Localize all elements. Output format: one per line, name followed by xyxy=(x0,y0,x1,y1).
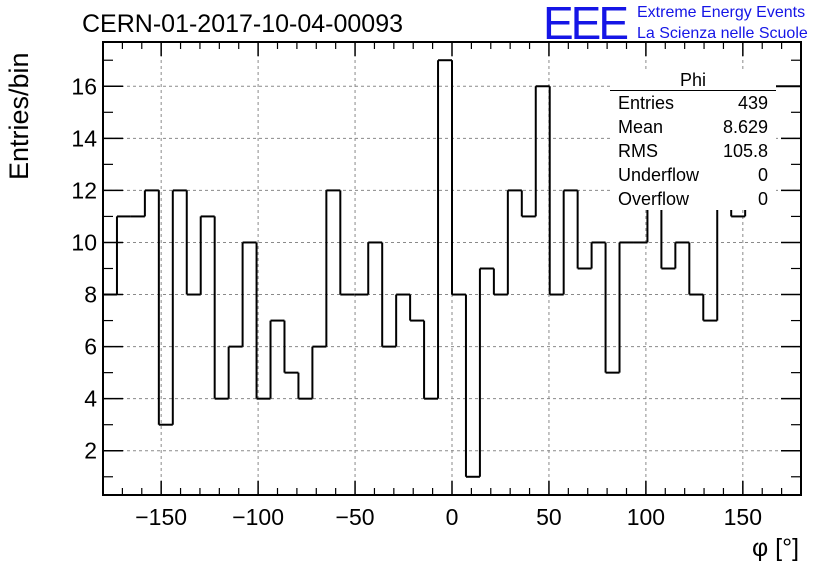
stats-divider xyxy=(610,90,776,91)
y-tick-label: 14 xyxy=(71,125,97,151)
x-tick-label: −150 xyxy=(135,504,187,530)
chart-title: CERN-01-2017-10-04-00093 xyxy=(82,10,404,38)
x-tick-label: 50 xyxy=(536,504,562,530)
y-tick-label: 12 xyxy=(71,177,97,203)
y-tick-label: 16 xyxy=(71,73,97,99)
stats-value: 105.8 xyxy=(722,141,768,161)
y-tick-label: 8 xyxy=(84,282,97,308)
x-axis-label: φ [°] xyxy=(752,534,800,562)
y-axis-label: Entries/bin xyxy=(4,52,34,180)
x-tick-label: −50 xyxy=(336,504,375,530)
stats-value: 0 xyxy=(757,189,768,209)
eee-logo: EEE xyxy=(543,0,629,49)
stats-title: Phi xyxy=(679,70,706,90)
x-tick-label: 0 xyxy=(446,504,459,530)
logo-subtitle-1: Extreme Energy Events xyxy=(637,4,806,21)
axis-ticks xyxy=(103,42,801,495)
stats-value: 0 xyxy=(757,165,768,185)
stats-label: Overflow xyxy=(618,189,690,209)
stats-label: RMS xyxy=(618,141,658,161)
stats-label: Mean xyxy=(618,117,664,137)
y-tick-label: 10 xyxy=(71,229,97,255)
y-tick-label: 4 xyxy=(84,386,97,412)
x-tick-label: 150 xyxy=(724,504,762,530)
stats-label: Entries xyxy=(618,93,675,113)
stats-box: Phi Entries 439 Mean 8.629 RMS 105.8 Und… xyxy=(610,70,776,210)
y-tick-label: 2 xyxy=(84,438,97,464)
y-tick-label: 6 xyxy=(84,334,97,360)
stats-label: Underflow xyxy=(618,165,700,185)
x-tick-label: −100 xyxy=(232,504,284,530)
plot-frame xyxy=(102,41,802,496)
stats-value: 8.629 xyxy=(722,117,768,137)
x-tick-label: 100 xyxy=(627,504,665,530)
logo-subtitle-2: La Scienza nelle Scuole xyxy=(637,25,808,42)
stats-value: 439 xyxy=(737,93,768,113)
axis-tick-labels: −150 −100 −50 0 50 100 150 2 4 6 8 10 12 14 16 xyxy=(71,73,762,530)
